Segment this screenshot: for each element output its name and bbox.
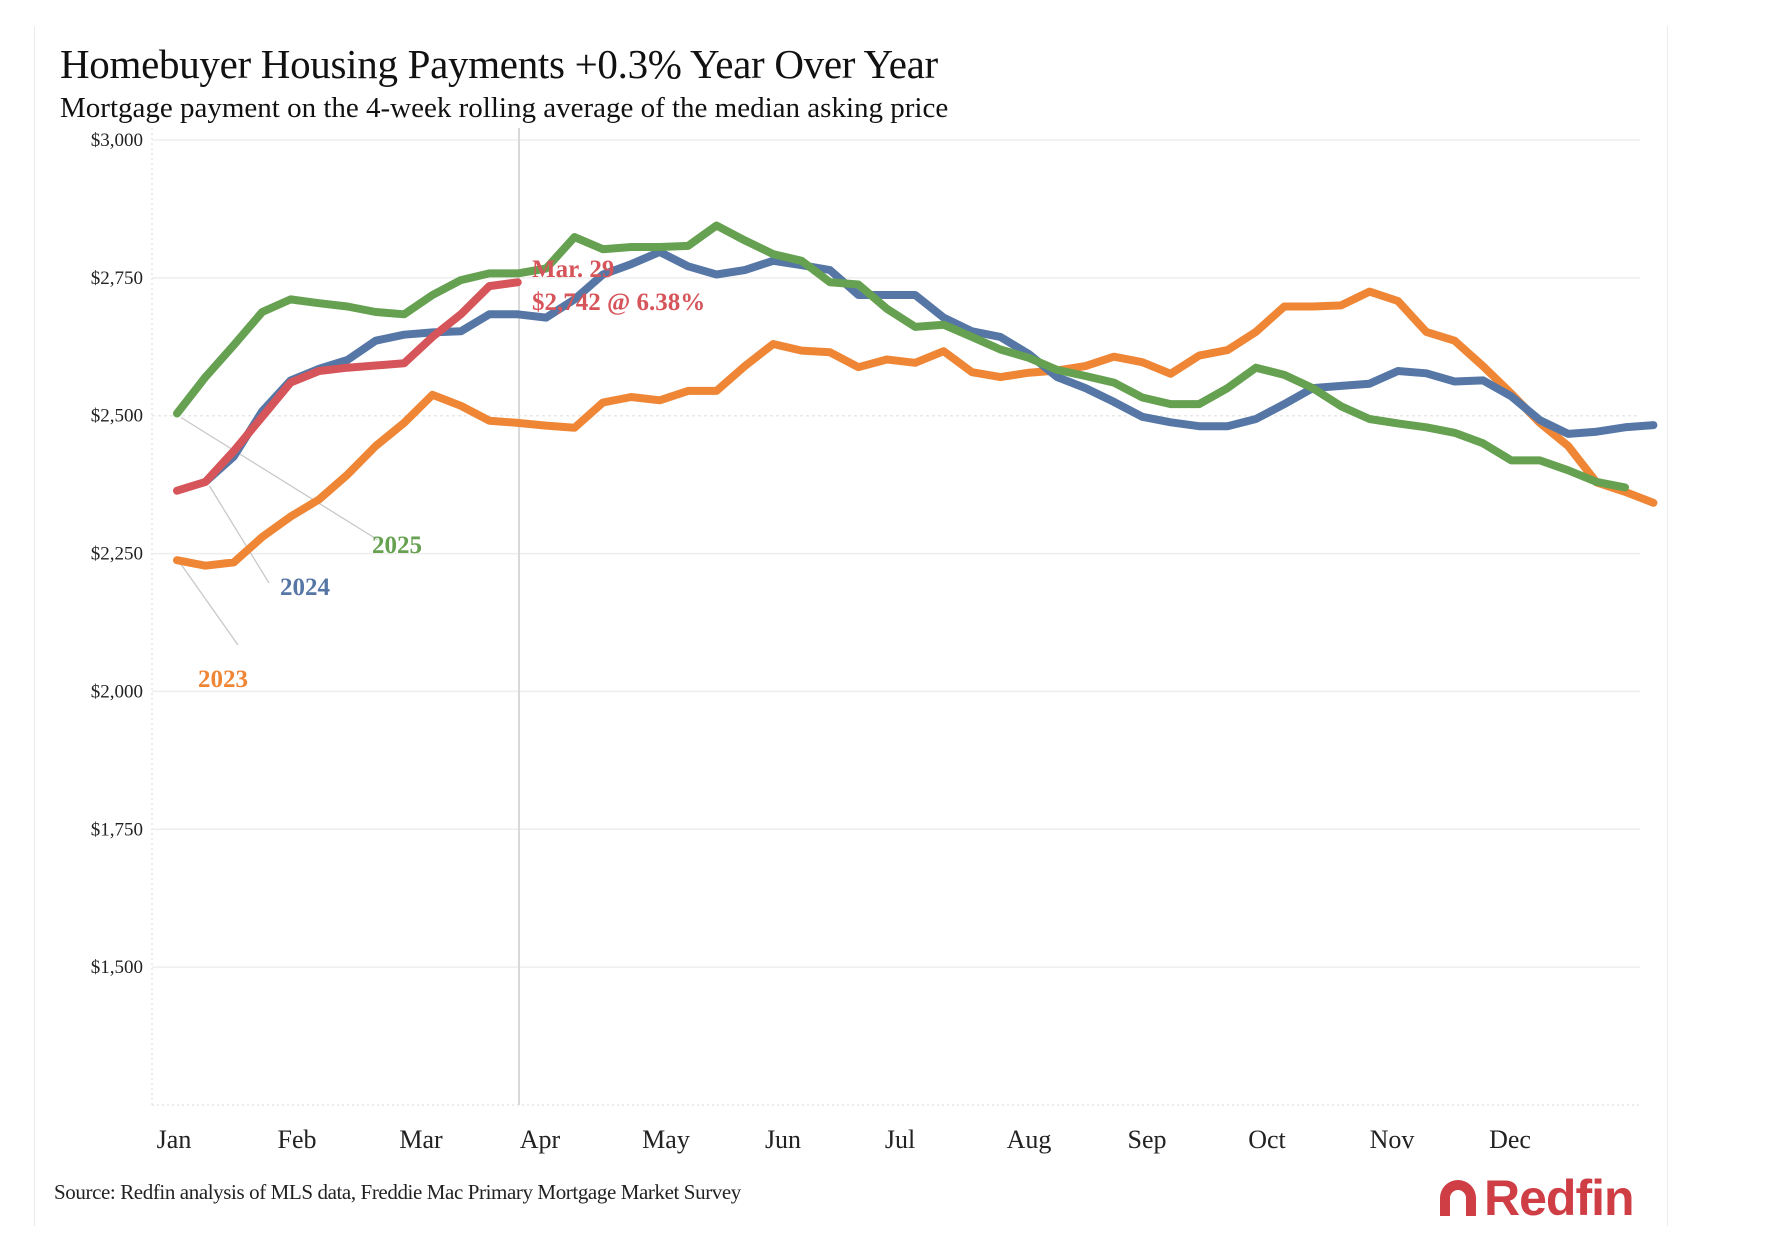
- x-tick-label: Oct: [1248, 1125, 1286, 1154]
- label-leader-lines: [180, 416, 379, 646]
- leader-2025: [180, 416, 379, 541]
- x-tick-label: Feb: [278, 1125, 317, 1154]
- series-line-current: [173, 278, 522, 495]
- series-line-2024: [201, 247, 1658, 486]
- leader-2024: [208, 485, 270, 584]
- annotation-value: $2,742 @ 6.38%: [532, 289, 705, 316]
- redfin-logo: Redfin: [1436, 1170, 1635, 1226]
- x-tick-label: Jul: [885, 1125, 915, 1154]
- annotation-date: Mar. 29: [532, 256, 614, 283]
- leader-2023: [180, 563, 239, 646]
- y-tick-label: $1,500: [91, 957, 143, 978]
- y-tick-label: $2,250: [91, 544, 143, 565]
- series-line-2025: [173, 221, 1629, 492]
- x-tick-label: May: [642, 1125, 690, 1154]
- x-axis: Jan Feb Mar Apr May Jun Jul Aug Sep Oct Nov Dec: [157, 1125, 1531, 1154]
- x-tick-label: Apr: [520, 1125, 561, 1154]
- x-tick-label: Mar: [399, 1125, 443, 1154]
- series-label-2024: 2024: [280, 574, 331, 601]
- x-tick-label: Dec: [1489, 1125, 1531, 1154]
- chart-card: [34, 26, 1668, 1226]
- chart-title: Homebuyer Housing Payments +0.3% Year Ov…: [60, 41, 938, 87]
- source-note: Source: Redfin analysis of MLS data, Fre…: [54, 1180, 741, 1204]
- logo-text: Redfin: [1484, 1170, 1635, 1226]
- x-tick-label: Sep: [1128, 1125, 1167, 1154]
- y-tick-label: $3,000: [91, 130, 143, 151]
- annotation: Mar. 29 $2,742 @ 6.38%: [532, 256, 705, 316]
- chart-subtitle: Mortgage payment on the 4-week rolling a…: [60, 92, 949, 124]
- x-tick-label: Aug: [1007, 1125, 1052, 1154]
- x-tick-label: Jun: [765, 1125, 801, 1154]
- redfin-logo-icon: [1436, 1176, 1480, 1220]
- x-tick-label: Nov: [1370, 1125, 1415, 1154]
- series-lines: [173, 221, 1658, 570]
- x-tick-label: Jan: [157, 1125, 192, 1154]
- series-labels: 2023 2024 2025: [198, 532, 422, 693]
- series-label-2025: 2025: [372, 532, 422, 559]
- series-label-2023: 2023: [198, 666, 248, 693]
- gridlines: [151, 128, 1640, 1106]
- y-tick-label: $2,500: [91, 406, 143, 427]
- y-tick-label: $2,750: [91, 268, 143, 289]
- y-axis: $1,500 $1,750 $2,000 $2,250 $2,500 $2,750 $3,0…: [91, 130, 143, 978]
- y-tick-label: $1,750: [91, 819, 143, 840]
- series-line-2023: [173, 287, 1658, 570]
- y-tick-label: $2,000: [91, 681, 143, 702]
